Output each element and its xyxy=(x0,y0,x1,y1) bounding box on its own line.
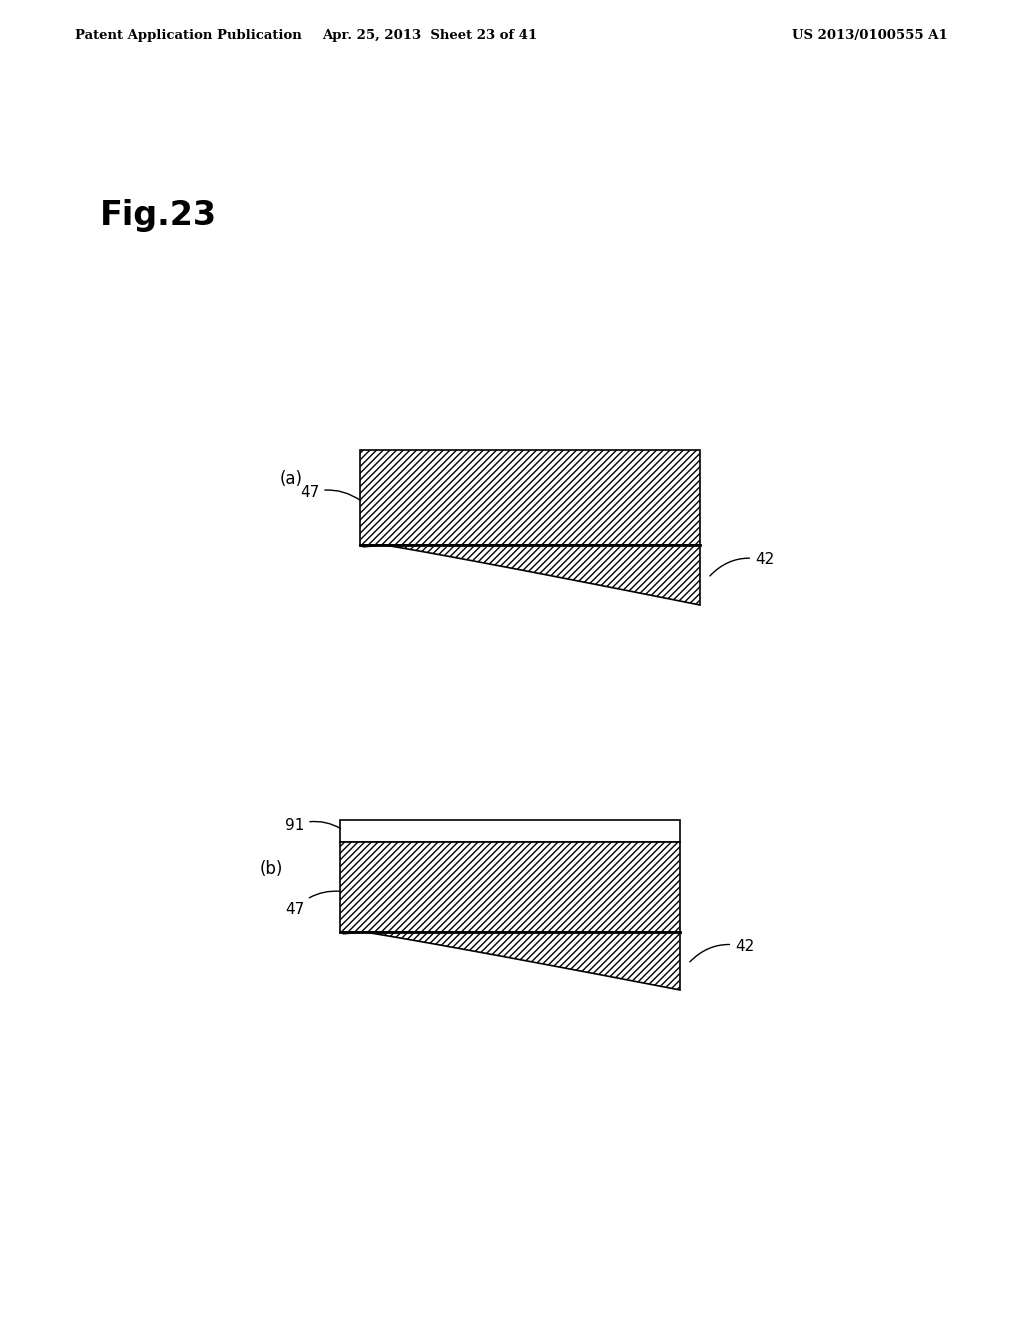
Text: US 2013/0100555 A1: US 2013/0100555 A1 xyxy=(793,29,948,41)
Bar xyxy=(340,842,680,932)
Text: 42: 42 xyxy=(710,553,774,576)
Text: 47: 47 xyxy=(285,891,340,917)
Text: Apr. 25, 2013  Sheet 23 of 41: Apr. 25, 2013 Sheet 23 of 41 xyxy=(323,29,538,41)
Polygon shape xyxy=(360,545,700,605)
Bar xyxy=(340,820,680,842)
Text: 42: 42 xyxy=(690,939,755,962)
Text: (b): (b) xyxy=(260,861,284,878)
Text: 47: 47 xyxy=(300,486,360,500)
Polygon shape xyxy=(340,932,680,990)
Bar xyxy=(360,450,700,545)
Text: 91: 91 xyxy=(285,818,341,833)
Text: Fig.23: Fig.23 xyxy=(100,198,217,231)
Text: (a): (a) xyxy=(280,470,303,487)
Text: Patent Application Publication: Patent Application Publication xyxy=(75,29,302,41)
